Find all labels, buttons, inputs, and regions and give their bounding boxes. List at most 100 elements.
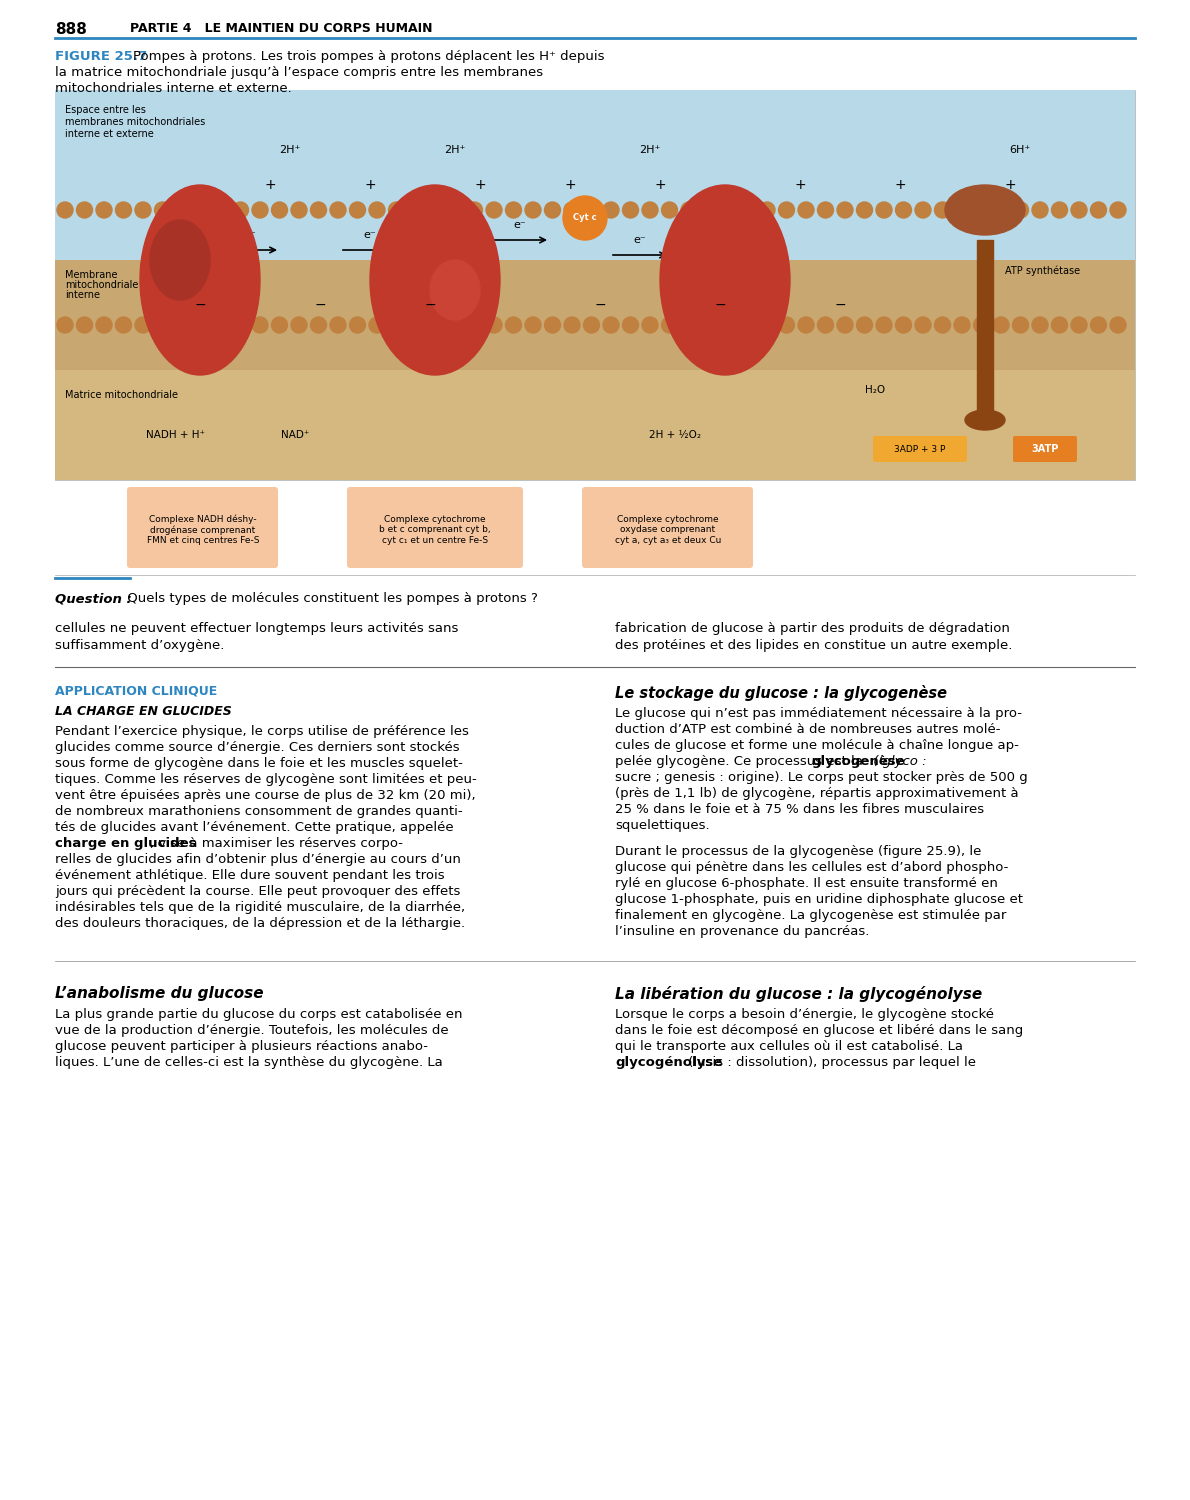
Ellipse shape (370, 184, 500, 375)
Circle shape (57, 202, 73, 217)
Text: Lorsque le corps a besoin d’énergie, le glycogène stocké: Lorsque le corps a besoin d’énergie, le … (615, 1008, 994, 1022)
Text: +: + (894, 178, 906, 192)
Ellipse shape (965, 410, 1006, 430)
Text: Pompes à protons. Les trois pompes à protons déplacent les H⁺ depuis: Pompes à protons. Les trois pompes à pro… (133, 50, 605, 63)
Text: squelettiques.: squelettiques. (615, 819, 709, 833)
Text: 3ATP: 3ATP (1032, 444, 1059, 454)
Circle shape (525, 316, 541, 333)
Text: des protéines et des lipides en constitue un autre exemple.: des protéines et des lipides en constitu… (615, 639, 1013, 652)
Text: Cyt c: Cyt c (574, 213, 597, 222)
FancyBboxPatch shape (1013, 436, 1077, 462)
Ellipse shape (660, 184, 790, 375)
Circle shape (311, 202, 326, 217)
Circle shape (408, 316, 424, 333)
Circle shape (292, 316, 307, 333)
Text: des douleurs thoraciques, de la dépression et de la léthargie.: des douleurs thoraciques, de la dépressi… (55, 916, 465, 930)
FancyBboxPatch shape (347, 488, 522, 568)
Text: jours qui précèdent la course. Elle peut provoquer des effets: jours qui précèdent la course. Elle peut… (55, 885, 461, 898)
Circle shape (1071, 202, 1086, 217)
Circle shape (681, 202, 697, 217)
Circle shape (603, 316, 619, 333)
Circle shape (778, 202, 795, 217)
Circle shape (739, 202, 756, 217)
Circle shape (174, 202, 190, 217)
Bar (977, 240, 992, 420)
Text: sucre ; genesis : origine). Le corps peut stocker près de 500 g: sucre ; genesis : origine). Le corps peu… (615, 771, 1028, 784)
Text: −: − (834, 298, 846, 312)
Text: la matrice mitochondriale jusqu’à l’espace compris entre les membranes: la matrice mitochondriale jusqu’à l’espa… (55, 66, 543, 80)
Circle shape (213, 316, 228, 333)
Text: événement athlétique. Elle dure souvent pendant les trois: événement athlétique. Elle dure souvent … (55, 868, 445, 882)
Circle shape (954, 202, 970, 217)
Text: dans le foie est décomposé en glucose et libéré dans le sang: dans le foie est décomposé en glucose et… (615, 1024, 1023, 1036)
Bar (55, 260, 1135, 370)
Bar (55, 370, 1135, 480)
Circle shape (1071, 316, 1086, 333)
Text: APPLICATION CLINIQUE: APPLICATION CLINIQUE (55, 686, 218, 698)
Text: −: − (314, 298, 326, 312)
Circle shape (896, 316, 912, 333)
Text: (‘glyco :: (‘glyco : (870, 754, 927, 768)
Text: Question :: Question : (55, 592, 132, 604)
Text: fabrication de glucose à partir des produits de dégradation: fabrication de glucose à partir des prod… (615, 622, 1010, 634)
Circle shape (96, 316, 112, 333)
Text: interne et externe: interne et externe (65, 129, 154, 140)
Text: e⁻: e⁻ (364, 230, 376, 240)
Circle shape (134, 202, 151, 217)
Circle shape (583, 202, 600, 217)
Circle shape (896, 202, 912, 217)
Text: tiques. Comme les réserves de glycogène sont limitées et peu-: tiques. Comme les réserves de glycogène … (55, 772, 477, 786)
Circle shape (174, 316, 190, 333)
Circle shape (194, 202, 209, 217)
Circle shape (603, 202, 619, 217)
Text: FIGURE 25.7: FIGURE 25.7 (55, 50, 148, 63)
Circle shape (194, 316, 209, 333)
Circle shape (739, 316, 756, 333)
Bar (55, 90, 1135, 260)
Text: +: + (564, 178, 576, 192)
Circle shape (992, 202, 1009, 217)
Circle shape (292, 202, 307, 217)
Circle shape (701, 202, 716, 217)
Text: suffisamment d’oxygène.: suffisamment d’oxygène. (55, 639, 225, 652)
Circle shape (934, 316, 951, 333)
Text: relles de glucides afin d’obtenir plus d’énergie au cours d’un: relles de glucides afin d’obtenir plus d… (55, 853, 461, 865)
Text: Complexe cytochrome
oxydase comprenant
cyt a, cyt a₃ et deux Cu: Complexe cytochrome oxydase comprenant c… (615, 514, 721, 544)
Circle shape (641, 202, 658, 217)
Ellipse shape (945, 184, 1025, 236)
Circle shape (876, 316, 892, 333)
Circle shape (155, 316, 170, 333)
Circle shape (701, 316, 716, 333)
Circle shape (1013, 202, 1028, 217)
Circle shape (466, 202, 482, 217)
Text: ATP synthétase: ATP synthétase (1006, 266, 1081, 276)
Text: rylé en glucose 6-phosphate. Il est ensuite transformé en: rylé en glucose 6-phosphate. Il est ensu… (615, 878, 998, 890)
Circle shape (506, 316, 521, 333)
Text: vue de la production d’énergie. Toutefois, les molécules de: vue de la production d’énergie. Toutefoi… (55, 1024, 449, 1036)
Text: +: + (474, 178, 486, 192)
Text: LA CHARGE EN GLUCIDES: LA CHARGE EN GLUCIDES (55, 705, 232, 718)
Text: Espace entre les: Espace entre les (65, 105, 146, 116)
Circle shape (350, 316, 365, 333)
Circle shape (369, 202, 386, 217)
Circle shape (408, 202, 424, 217)
Circle shape (252, 202, 268, 217)
Circle shape (583, 316, 600, 333)
Text: 2H⁺: 2H⁺ (444, 146, 465, 154)
Circle shape (857, 316, 872, 333)
Circle shape (837, 316, 853, 333)
Text: Membrane: Membrane (65, 270, 118, 280)
Circle shape (545, 202, 560, 217)
Circle shape (232, 202, 249, 217)
Circle shape (622, 202, 639, 217)
Circle shape (1032, 316, 1048, 333)
Text: membranes mitochondriales: membranes mitochondriales (65, 117, 205, 128)
Text: NADH + H⁺: NADH + H⁺ (145, 430, 205, 439)
Circle shape (662, 316, 677, 333)
Text: L’anabolisme du glucose: L’anabolisme du glucose (55, 986, 264, 1000)
Circle shape (76, 316, 93, 333)
Circle shape (1090, 316, 1107, 333)
Circle shape (818, 202, 833, 217)
Circle shape (954, 316, 970, 333)
Text: sous forme de glycogène dans le foie et les muscles squelet-: sous forme de glycogène dans le foie et … (55, 758, 463, 770)
